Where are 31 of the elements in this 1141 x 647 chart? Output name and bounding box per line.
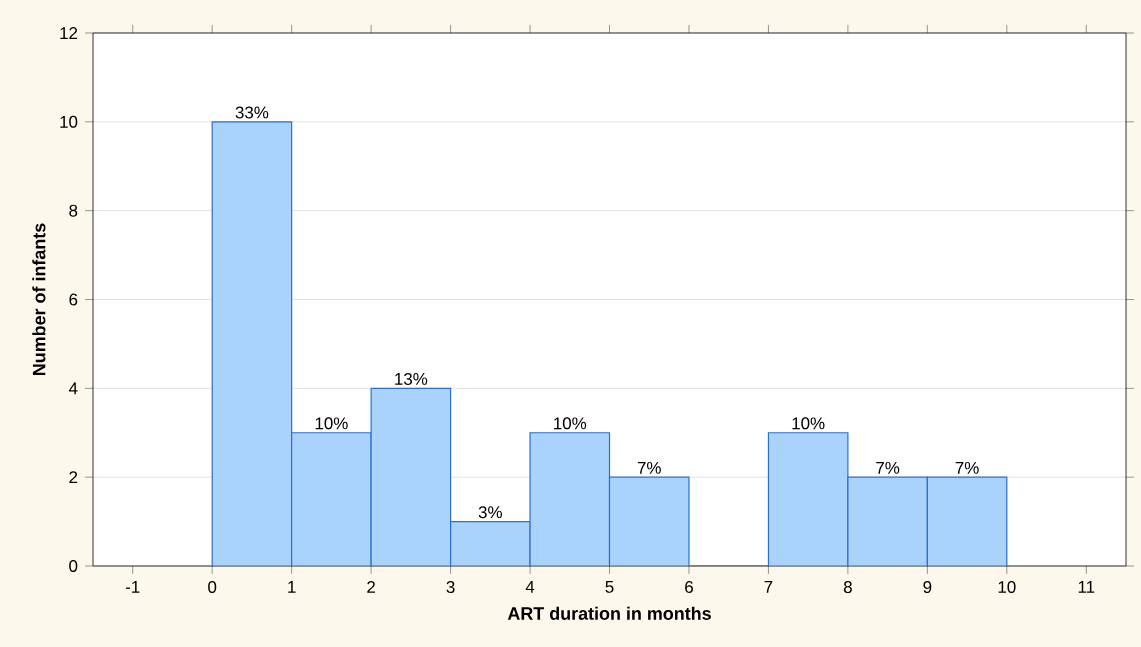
- y-tick-label: 6: [69, 293, 78, 306]
- annotation: 13%: [395, 372, 428, 385]
- x-tick-label: 9: [923, 581, 932, 594]
- x-tick-label: 8: [843, 581, 852, 594]
- x-tick-label: 1: [288, 581, 296, 593]
- y-tick-label: 10: [60, 115, 78, 128]
- annotation: 7%: [637, 461, 661, 474]
- x-tick-label: -1: [125, 581, 140, 593]
- y-tick-label: 2: [69, 471, 78, 484]
- y-tick-label: 4: [68, 382, 78, 395]
- x-tick-label: 10: [998, 581, 1016, 594]
- y-tick-label: 0: [69, 560, 78, 572]
- annotation: 3%: [478, 506, 502, 519]
- x-tick-label: 7: [764, 581, 773, 593]
- annotation: 7%: [955, 461, 979, 474]
- x-tick-label: 6: [685, 581, 693, 594]
- x-tick-label: 3: [446, 581, 455, 594]
- annotation: 10%: [554, 417, 587, 430]
- y-axis-title: Number of infants: [32, 223, 46, 376]
- x-tick-label: 11: [1078, 581, 1095, 593]
- x-axis-title: ART duration in months: [507, 606, 711, 620]
- x-tick-label: 0: [208, 581, 217, 594]
- x-tick-label: 2: [367, 581, 375, 593]
- y-tick-label: 8: [69, 204, 78, 217]
- annotation: 7%: [876, 461, 900, 474]
- annotation: 10%: [315, 417, 348, 430]
- x-tick-label: 5: [605, 581, 614, 593]
- x-tick-label: 4: [525, 581, 535, 593]
- y-tick-label: 12: [60, 27, 78, 39]
- annotation: 33%: [235, 106, 269, 119]
- annotation: 10%: [792, 417, 825, 430]
